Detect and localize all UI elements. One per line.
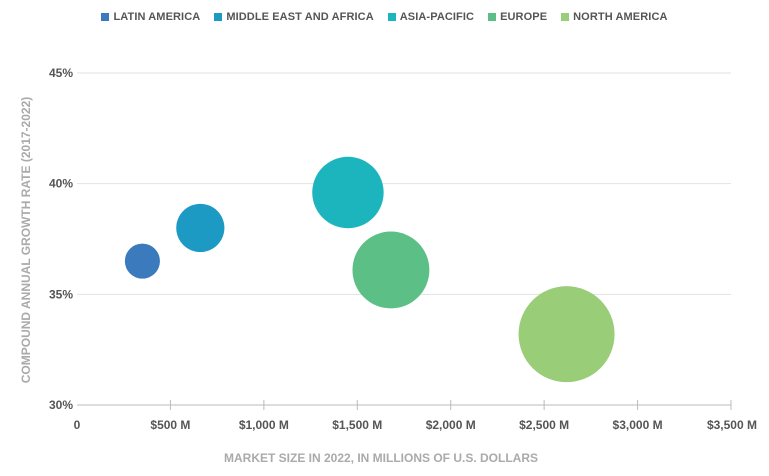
y-tick-labels: 30% 35% 40% 45%	[49, 66, 73, 412]
legend-item: NORTH AMERICA	[561, 9, 667, 25]
x-tick-label: $3,000 M	[613, 418, 663, 432]
y-tick-label: 35%	[49, 287, 73, 301]
legend-item: LATIN AMERICA	[101, 9, 200, 25]
bubbles	[124, 156, 615, 383]
x-tick-label: $1,500 M	[332, 418, 382, 432]
x-axis-title: MARKET SIZE IN 2022, IN MILLIONS OF U.S.…	[224, 451, 538, 465]
y-axis-title: COMPOUND ANNUAL GROWTH RATE (2017-2022)	[19, 97, 33, 383]
legend: LATIN AMERICA MIDDLE EAST AND AFRICA ASIA-…	[0, 9, 769, 25]
legend-item: MIDDLE EAST AND AFRICA	[214, 9, 374, 25]
x-axis: 0 $500 M $1,000 M $1,500 M $2,000 M $2,500 M $…	[74, 400, 757, 432]
legend-swatch	[561, 13, 570, 21]
y-tick-label: 40%	[49, 177, 73, 191]
bubble-asia-pacific	[312, 156, 384, 229]
legend-item: ASIA-PACIFIC	[387, 9, 475, 25]
x-tick-label: $500 M	[150, 418, 190, 432]
legend-label: LATIN AMERICA	[113, 11, 201, 23]
x-tick-label: $3,500 M	[707, 418, 757, 432]
bubble-middle-east-and-africa	[176, 203, 225, 253]
bubble-europe	[352, 231, 430, 309]
legend-swatch	[387, 13, 396, 21]
y-tick-label: 45%	[49, 66, 73, 80]
x-tick-label: $2,000 M	[426, 418, 476, 432]
legend-label: ASIA-PACIFIC	[399, 11, 475, 23]
legend-label: NORTH AMERICA	[573, 11, 668, 23]
legend-label: MIDDLE EAST AND AFRICA	[226, 11, 374, 23]
legend-item: EUROPE	[488, 9, 547, 25]
x-tick-label: $1,000 M	[239, 418, 289, 432]
bubble-north-america	[518, 286, 615, 383]
x-tick-label: $2,500 M	[519, 418, 569, 432]
legend-swatch	[214, 13, 223, 21]
y-tick-label: 30%	[49, 398, 73, 412]
legend-label: EUROPE	[500, 11, 548, 23]
bubble-latin-america	[124, 243, 160, 279]
x-tick-label: 0	[74, 418, 81, 432]
legend-swatch	[488, 13, 497, 21]
legend-swatch	[101, 13, 110, 21]
